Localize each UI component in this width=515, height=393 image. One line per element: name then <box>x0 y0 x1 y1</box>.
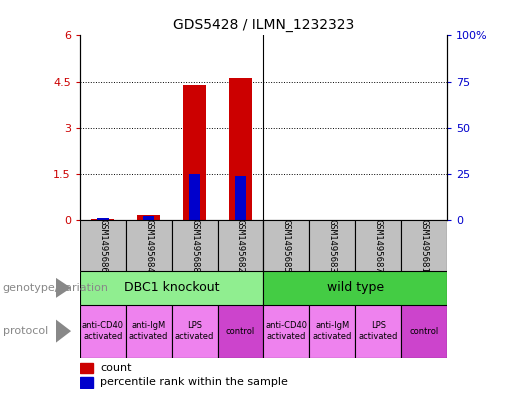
Bar <box>143 217 154 220</box>
Bar <box>171 305 217 358</box>
Bar <box>401 305 447 358</box>
Bar <box>97 218 109 220</box>
Bar <box>137 215 160 220</box>
Bar <box>80 305 126 358</box>
Bar <box>217 220 263 271</box>
Bar <box>263 220 310 271</box>
Bar <box>183 84 206 220</box>
Bar <box>235 176 246 220</box>
Text: LPS
activated: LPS activated <box>358 321 398 341</box>
Text: count: count <box>100 363 132 373</box>
Polygon shape <box>56 319 71 343</box>
Text: GSM1495686: GSM1495686 <box>98 219 107 272</box>
Bar <box>126 305 171 358</box>
Text: GSM1495688: GSM1495688 <box>190 219 199 272</box>
Text: GSM1495682: GSM1495682 <box>236 219 245 272</box>
Text: control: control <box>409 327 439 336</box>
Bar <box>189 174 200 220</box>
Bar <box>80 271 263 305</box>
Bar <box>80 362 93 373</box>
Polygon shape <box>56 277 71 298</box>
Text: anti-CD40
activated: anti-CD40 activated <box>82 321 124 341</box>
Text: LPS
activated: LPS activated <box>175 321 214 341</box>
Bar <box>263 305 310 358</box>
Text: wild type: wild type <box>327 281 384 294</box>
Text: genotype/variation: genotype/variation <box>3 283 109 293</box>
Text: anti-IgM
activated: anti-IgM activated <box>313 321 352 341</box>
Text: GSM1495683: GSM1495683 <box>328 219 337 272</box>
Bar <box>401 220 447 271</box>
Text: GSM1495681: GSM1495681 <box>420 219 428 272</box>
Text: control: control <box>226 327 255 336</box>
Bar <box>80 377 93 387</box>
Bar <box>263 271 447 305</box>
Text: GSM1495687: GSM1495687 <box>374 219 383 272</box>
Bar <box>126 220 171 271</box>
Bar <box>217 305 263 358</box>
Text: percentile rank within the sample: percentile rank within the sample <box>100 377 288 387</box>
Bar <box>355 305 401 358</box>
Text: GSM1495685: GSM1495685 <box>282 219 291 272</box>
Bar <box>355 220 401 271</box>
Bar <box>80 220 126 271</box>
Bar <box>310 305 355 358</box>
Bar <box>310 220 355 271</box>
Title: GDS5428 / ILMN_1232323: GDS5428 / ILMN_1232323 <box>173 18 354 31</box>
Text: DBC1 knockout: DBC1 knockout <box>124 281 219 294</box>
Bar <box>171 220 217 271</box>
Text: protocol: protocol <box>3 326 48 336</box>
Text: anti-CD40
activated: anti-CD40 activated <box>265 321 307 341</box>
Bar <box>91 219 114 220</box>
Text: anti-IgM
activated: anti-IgM activated <box>129 321 168 341</box>
Bar <box>229 79 252 220</box>
Text: GSM1495684: GSM1495684 <box>144 219 153 272</box>
